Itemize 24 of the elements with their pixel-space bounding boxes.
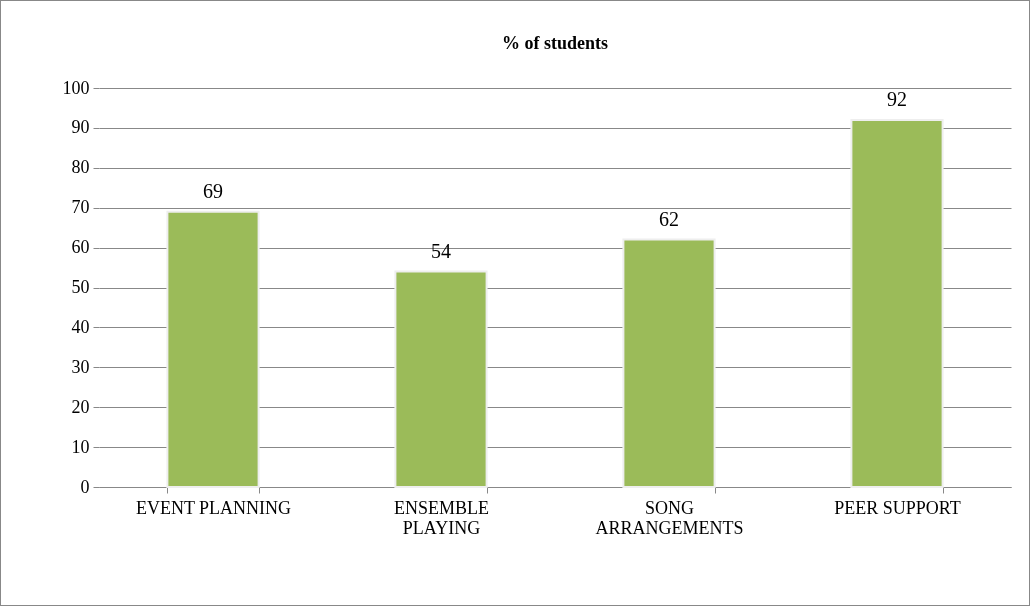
bar (850, 118, 944, 488)
y-tick-label: 100 (62, 77, 90, 98)
y-tick-label: 0 (80, 476, 90, 497)
y-tick-label: 30 (71, 356, 90, 377)
y-tick-label: 90 (71, 117, 90, 138)
chart-title: % of students (501, 33, 609, 53)
x-tick-label: SONG ARRANGEMENTS (595, 497, 744, 538)
y-tick-label: 10 (71, 436, 90, 457)
data-label: 92 (887, 87, 907, 110)
y-tick-label: 50 (71, 277, 90, 297)
y-tick-label: 70 (71, 197, 90, 218)
y-tick-label: 60 (71, 237, 90, 258)
bar (166, 210, 260, 488)
y-tick-label: 80 (71, 157, 90, 178)
x-tick-label: PEER SUPPORT (834, 497, 961, 518)
data-label: 69 (203, 179, 223, 202)
bar (394, 270, 488, 488)
x-tick-label: ENSEMBLE PLAYING (393, 497, 490, 538)
y-tick-label: 20 (71, 396, 90, 417)
data-label: 54 (431, 239, 451, 262)
x-tick-label: EVENT PLANNING (135, 497, 292, 518)
y-tick-label: 40 (71, 316, 90, 337)
bar (622, 238, 716, 488)
data-label: 62 (659, 207, 679, 230)
